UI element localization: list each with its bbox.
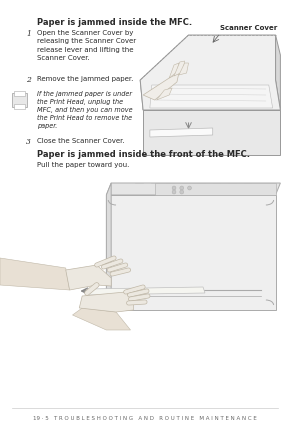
Polygon shape [66,265,111,290]
Polygon shape [106,183,111,310]
Circle shape [180,190,184,194]
Text: 2: 2 [26,76,31,84]
Polygon shape [106,183,280,195]
Circle shape [172,186,176,190]
Polygon shape [87,287,205,295]
Polygon shape [140,80,280,110]
Circle shape [180,186,184,190]
Polygon shape [157,88,172,100]
Polygon shape [275,35,281,110]
Text: 3: 3 [26,138,31,146]
FancyBboxPatch shape [12,93,27,107]
Text: Paper is jammed inside the front of the MFC.: Paper is jammed inside the front of the … [37,150,250,159]
FancyBboxPatch shape [14,104,25,109]
Text: Paper is jammed inside the MFC.: Paper is jammed inside the MFC. [37,18,192,27]
Text: Close the Scanner Cover.: Close the Scanner Cover. [37,138,124,144]
Polygon shape [169,63,179,78]
Polygon shape [0,258,70,290]
Text: 1: 1 [26,30,31,38]
Text: 19 · 5   T R O U B L E S H O O T I N G   A N D   R O U T I N E   M A I N T E N A: 19 · 5 T R O U B L E S H O O T I N G A N… [33,416,257,420]
Text: Scanner Cover: Scanner Cover [220,25,278,31]
Polygon shape [73,308,130,330]
Text: Remove the jammed paper.: Remove the jammed paper. [37,76,133,82]
Polygon shape [174,61,185,76]
Circle shape [172,190,176,194]
FancyBboxPatch shape [14,91,25,96]
Polygon shape [79,292,134,312]
Polygon shape [143,73,179,100]
Text: Open the Scanner Cover by
releasing the Scanner Cover
release lever and lifting : Open the Scanner Cover by releasing the … [37,30,136,61]
Polygon shape [150,85,273,108]
Text: If the jammed paper is under
the Print Head, unplug the
MFC, and then you can mo: If the jammed paper is under the Print H… [37,91,132,130]
Polygon shape [143,110,280,155]
Polygon shape [106,195,275,310]
Text: Pull the paper toward you.: Pull the paper toward you. [37,162,129,168]
Polygon shape [155,183,275,195]
Polygon shape [140,35,280,110]
Polygon shape [150,128,213,137]
Circle shape [188,186,191,190]
Polygon shape [179,63,188,75]
